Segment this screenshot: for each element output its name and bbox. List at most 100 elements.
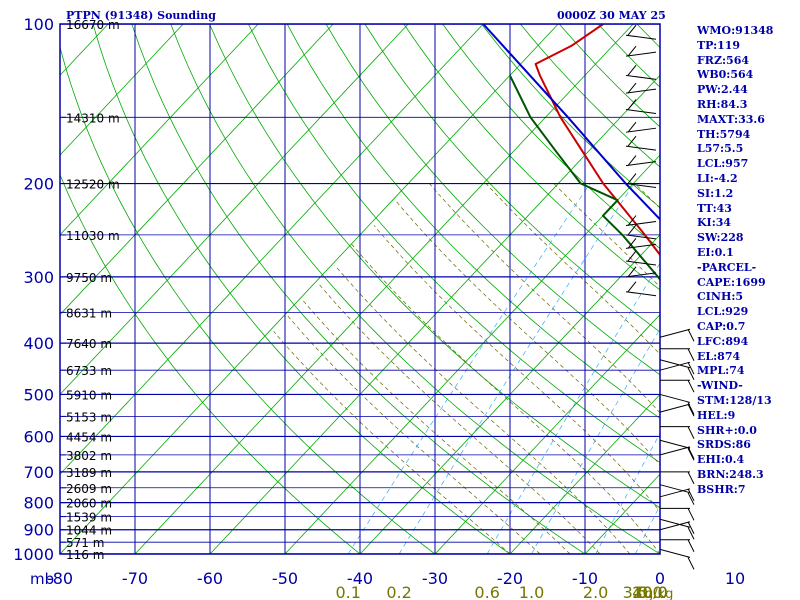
wind-barb bbox=[627, 45, 637, 57]
stat-line: LI:-4.2 bbox=[697, 171, 738, 185]
mixing-ratio-label: 40.0 bbox=[632, 583, 668, 600]
moist-adiabat bbox=[485, 183, 660, 355]
wind-barb bbox=[659, 393, 691, 403]
height-label: 3802 m bbox=[66, 449, 112, 463]
stat-line: WB0:564 bbox=[697, 68, 754, 82]
isotherm bbox=[434, 314, 660, 554]
wind-barb bbox=[625, 145, 657, 151]
chart-title: PTPN (91348) Sounding bbox=[66, 9, 216, 22]
stat-line: SW:228 bbox=[697, 231, 744, 245]
moist-adiabat bbox=[287, 315, 541, 554]
moist-adiabat bbox=[301, 298, 571, 554]
height-label: 6733 m bbox=[66, 364, 112, 378]
pressure-tick-label: 1000 bbox=[13, 545, 54, 564]
stat-line: -PARCEL- bbox=[697, 260, 757, 274]
height-label: 16670 m bbox=[66, 18, 120, 32]
wind-barb bbox=[659, 403, 691, 413]
temperature-tick-label: -20 bbox=[497, 569, 523, 588]
mixing-ratio-line bbox=[531, 328, 660, 554]
moist-adiabat bbox=[394, 199, 660, 466]
parcel-line bbox=[482, 24, 660, 221]
sounding-traces bbox=[482, 24, 660, 282]
wind-barb bbox=[627, 155, 637, 166]
wind-barb bbox=[687, 488, 695, 502]
diagram-grid bbox=[60, 24, 660, 554]
wind-barb bbox=[625, 109, 657, 115]
wind-barb bbox=[625, 74, 657, 80]
mixing-ratio-label: 2.0 bbox=[583, 583, 608, 600]
stat-line: SHR+:0.0 bbox=[697, 423, 757, 437]
stat-line: EI:0.1 bbox=[697, 245, 734, 259]
wind-barb bbox=[625, 272, 657, 278]
mixing-ratio-label: 1.0 bbox=[519, 583, 544, 600]
wind-barb bbox=[625, 221, 657, 227]
wind-barbs bbox=[625, 24, 695, 570]
height-labels: 16670 m 14310 m 12520 m 11030 m 9750 m 8631 m… bbox=[60, 18, 120, 562]
wind-barb bbox=[627, 224, 637, 236]
wind-barb bbox=[627, 24, 637, 36]
temperature-tick-label: -10 bbox=[572, 569, 598, 588]
height-label: 3189 m bbox=[66, 466, 112, 480]
height-label: 12520 m bbox=[66, 178, 120, 192]
isotherm bbox=[60, 24, 184, 156]
mixing-unit-label: g/kg bbox=[645, 587, 673, 600]
wind-barb bbox=[625, 161, 657, 167]
mixing-ratio-label: 20.0 bbox=[632, 583, 668, 600]
wind-barb bbox=[659, 521, 691, 531]
temperature-tick-label: -80 bbox=[47, 569, 73, 588]
wind-barb bbox=[659, 359, 691, 369]
stat-line: CAP:0.7 bbox=[697, 319, 746, 333]
stat-line: RH:84.3 bbox=[697, 97, 748, 111]
isotherm bbox=[134, 24, 634, 554]
stat-line: SI:1.2 bbox=[697, 186, 734, 200]
stat-line: LCL:957 bbox=[697, 157, 749, 171]
wind-barb bbox=[625, 34, 657, 40]
mixing-ratio-label: 5.0 bbox=[637, 583, 662, 600]
wind-barb bbox=[687, 348, 695, 361]
wind-barb bbox=[625, 127, 657, 133]
temperature-tick-label: -60 bbox=[197, 569, 223, 588]
height-label: 2609 m bbox=[66, 482, 112, 496]
mixing-ratio-label: 0.1 bbox=[335, 583, 360, 600]
wind-barb bbox=[687, 448, 695, 461]
moist-adiabat bbox=[273, 331, 511, 554]
wind-barb bbox=[659, 328, 691, 338]
stat-line: FRZ:564 bbox=[697, 53, 750, 67]
wind-barb bbox=[627, 173, 637, 184]
wind-barb bbox=[625, 51, 657, 57]
wind-barb bbox=[659, 446, 691, 456]
wind-barb bbox=[659, 518, 691, 528]
wind-barb bbox=[625, 183, 657, 189]
wind-barb bbox=[687, 557, 695, 570]
pressure-tick-label: 900 bbox=[23, 521, 54, 540]
stat-line: LFC:894 bbox=[697, 334, 749, 348]
height-label: 116 m bbox=[66, 548, 104, 562]
wind-barb bbox=[627, 65, 637, 76]
temperature-tick-label: 10 bbox=[725, 569, 745, 588]
wind-barb bbox=[625, 88, 657, 94]
isotherm bbox=[60, 24, 409, 396]
wind-barb bbox=[625, 260, 657, 266]
wind-barb bbox=[627, 238, 637, 249]
wind-barb bbox=[625, 291, 657, 297]
isotherm bbox=[509, 393, 660, 554]
wind-barb bbox=[687, 403, 695, 417]
stat-line: CAPE:1699 bbox=[697, 275, 766, 289]
pressure-tick-label: 500 bbox=[23, 385, 54, 404]
pressure-tick-label: 300 bbox=[23, 268, 54, 287]
isotherm bbox=[209, 74, 660, 554]
wind-barb bbox=[627, 121, 637, 133]
height-label: 5910 m bbox=[66, 388, 112, 402]
dewpoint-line bbox=[509, 74, 660, 282]
pressure-tick-label: 800 bbox=[23, 494, 54, 513]
stat-line: EHI:0.4 bbox=[697, 453, 745, 467]
height-label: 14310 m bbox=[66, 111, 120, 125]
isotherm bbox=[60, 24, 484, 475]
plot-frame bbox=[59, 23, 661, 555]
wind-barb bbox=[625, 234, 657, 240]
mixing-ratio-line bbox=[486, 262, 660, 554]
wind-barb bbox=[627, 82, 637, 94]
wind-barb bbox=[627, 99, 637, 110]
